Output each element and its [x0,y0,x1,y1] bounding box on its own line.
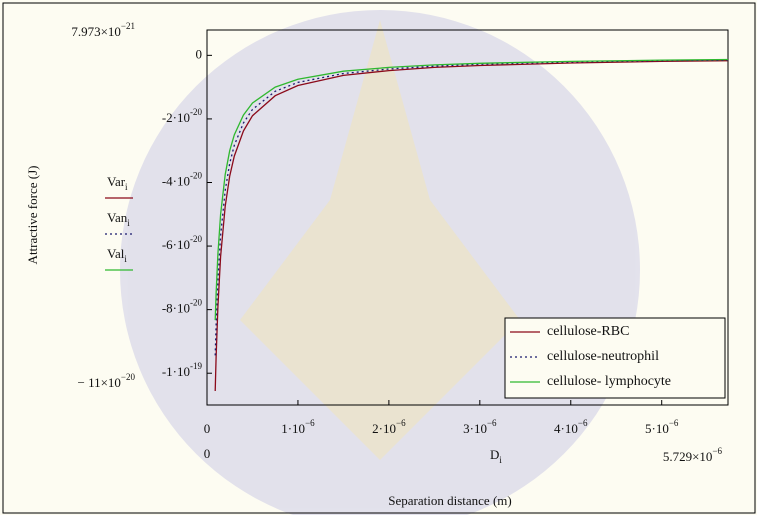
x-tick-label: 0 [204,421,211,436]
x-tick-label-exponent: −6 [578,418,588,428]
x-min-label: 0 [204,446,211,461]
plot-area [206,29,729,406]
series-variable-subscript: i [125,182,128,192]
x-max-label-main: 5.729×10 [663,449,713,464]
x-tick-label: 5·10−6 [645,418,679,436]
x-tick-label-main: 1·10 [281,421,305,436]
x-variable-main: D [490,447,499,462]
x-tick-label-exponent: −6 [669,418,679,428]
y-tick-label: -6·10-20 [162,234,203,252]
y-max-label: 7.973×10−21 [71,21,135,39]
x-variable: Di [490,447,502,465]
y-tick-label-exponent: -19 [190,361,202,371]
x-tick-label: 2·10−6 [372,418,406,436]
y-tick-label: 0 [196,46,203,61]
y-tick-label-main: -8·10 [162,301,190,316]
x-tick-label-main: 3·10 [463,421,487,436]
y-tick-label: -8·10-20 [162,298,203,316]
y-tick-label: -1·10-19 [162,361,203,379]
y-tick-label-main: -6·10 [162,237,190,252]
x-tick-label-exponent: −6 [487,418,497,428]
x-variable-subscript: i [499,455,502,465]
x-tick-label: 1·10−6 [281,418,315,436]
x-tick-label-exponent: −6 [305,418,315,428]
legend-label: cellulose- lymphocyte [547,374,671,389]
series-variable-main: Val [107,246,125,261]
y-tick-label-main: -2·10 [162,110,190,125]
y-tick-label-exponent: -20 [190,107,202,117]
x-axis-label: Separation distance (m) [388,493,511,508]
y-tick-label-exponent: -20 [190,298,202,308]
series-line [214,60,728,392]
legend-label: cellulose-RBC [547,324,629,339]
x-tick-label-main: 5·10 [645,421,669,436]
legend-box [504,317,726,399]
y-axis-label: Attractive force (J) [25,166,40,265]
y-min-label-main: − 11×10 [77,375,120,390]
legend-label: cellulose-neutrophil [547,349,659,364]
y-tick-label: -4·10-20 [162,171,203,189]
watermark [120,10,640,515]
series-variable: Vani [107,210,130,228]
x-tick-label: 4·10−6 [554,418,588,436]
x-max-label: 5.729×10−6 [663,446,723,464]
series-variable-main: Van [107,210,128,225]
x-max-label-exponent: −6 [712,446,722,456]
series-line [214,59,728,356]
series-variable-main: Var [107,174,126,189]
series-variable-subscript: i [124,254,127,264]
y-max-label-main: 7.973×10 [71,24,121,39]
series-variable: Vali [107,246,127,264]
x-tick-label: 3·10−6 [463,418,497,436]
series-variable: Vari [107,174,128,192]
y-tick-label-main: -4·10 [162,173,190,188]
y-max-label-exponent: −21 [121,21,135,31]
y-min-label-exponent: −20 [121,372,136,382]
y-min-label: − 11×10−20 [77,372,135,390]
y-tick-label-main: -1·10 [162,364,190,379]
x-tick-label-main: 4·10 [554,421,578,436]
y-tick-label: -2·10-20 [162,107,203,125]
y-tick-label-exponent: -20 [190,234,202,244]
x-tick-label-exponent: −6 [396,418,406,428]
x-tick-label-main: 2·10 [372,421,396,436]
series-line [214,58,728,321]
y-tick-label-exponent: -20 [190,171,202,181]
series-variable-subscript: i [127,218,130,228]
